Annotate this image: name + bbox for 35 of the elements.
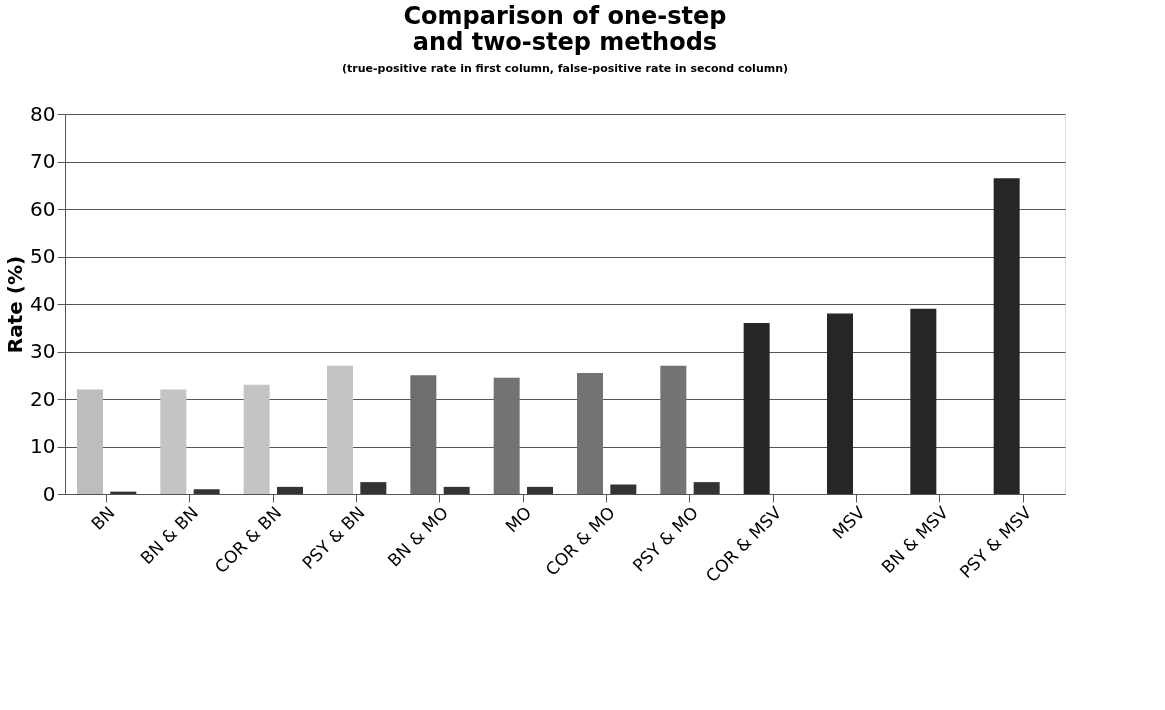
- y-tick-label: 10: [30, 434, 56, 458]
- bar: [327, 365, 353, 494]
- y-tick-label: 0: [42, 481, 56, 506]
- bar: [410, 375, 437, 494]
- bar: [993, 178, 1020, 494]
- y-axis-title: Rate (%): [3, 255, 28, 354]
- bar: [827, 313, 853, 494]
- bar: [360, 482, 387, 494]
- y-tick-label: 30: [30, 339, 56, 363]
- y-tick-label: 80: [30, 101, 56, 126]
- chart-title: Comparison of one-step and two-step methods: [403, 2, 727, 56]
- bar: [660, 365, 687, 494]
- bar: [77, 389, 103, 494]
- bar: [443, 486, 470, 494]
- y-tick-label: 60: [30, 196, 56, 221]
- x-tick-label: BN & MO: [383, 502, 453, 571]
- bar: [910, 308, 937, 494]
- bar: [243, 384, 270, 494]
- bar: [693, 482, 720, 494]
- bar: [527, 486, 553, 494]
- bar: [160, 389, 187, 494]
- y-tick-label: 40: [30, 291, 56, 316]
- y-tick-label: 50: [30, 244, 56, 268]
- bar: [610, 484, 637, 494]
- bar: [577, 372, 603, 494]
- y-tick-label: 70: [30, 149, 56, 173]
- x-tick-label: BN: [87, 502, 119, 534]
- bar: [743, 323, 770, 494]
- x-tick-label: BN & BN: [136, 502, 203, 569]
- chart-subtitle: (true-positive rate in first column, false-positive rate in second column): [341, 62, 789, 75]
- bar: [193, 489, 220, 494]
- bar: [493, 377, 520, 494]
- x-tick-label: MO: [501, 502, 536, 537]
- bar: [277, 486, 303, 494]
- y-tick-label: 20: [30, 386, 56, 411]
